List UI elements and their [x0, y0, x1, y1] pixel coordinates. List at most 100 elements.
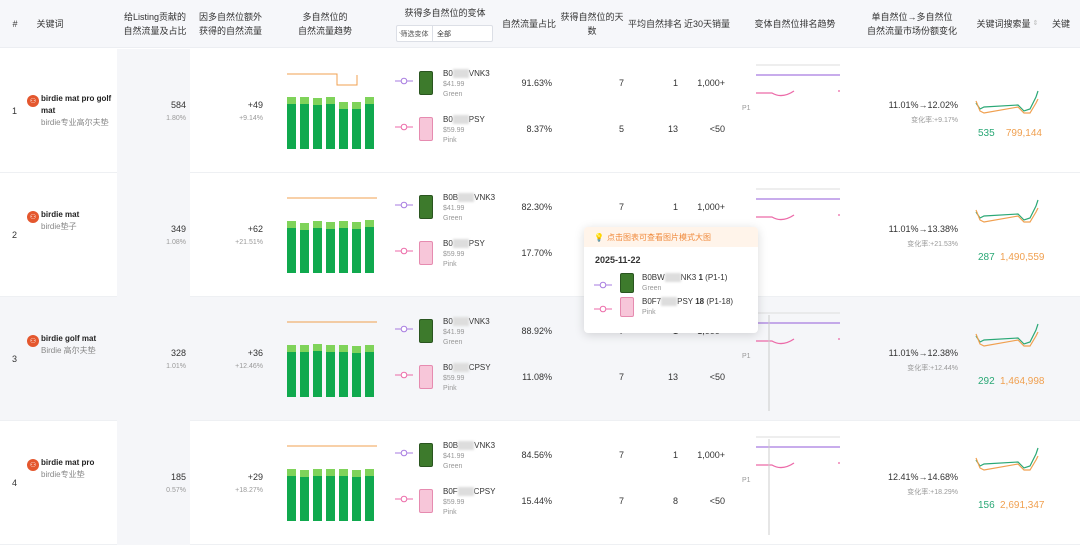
tooltip-date: 2025-11-22	[595, 255, 641, 265]
variant-filter-select[interactable]: 筛选变体 全部 ⌄	[396, 25, 493, 42]
variant-price: $59.99	[443, 127, 465, 134]
market-change-rate: 变化率:+21.53%	[907, 241, 958, 248]
variant-days: 7	[618, 78, 624, 88]
series-legend-icon	[395, 123, 413, 131]
keyword-text[interactable]: birdie mat pro golf mat	[41, 94, 112, 115]
variant-share: 84.56%	[521, 450, 552, 460]
volume-line	[975, 331, 1039, 347]
variant-asin[interactable]: B0 PSY	[443, 239, 485, 249]
variant-rank-chart[interactable]	[742, 179, 854, 289]
variant-thumbnail[interactable]	[419, 71, 433, 95]
variant-asin[interactable]: B0 CPSY	[443, 363, 491, 373]
search-volume-line	[975, 90, 1039, 112]
traffic-trend-chart[interactable]	[287, 195, 379, 273]
redacted-mask	[452, 69, 469, 79]
search-volume-sparkline[interactable]	[972, 198, 1042, 236]
keyword-text[interactable]: birdie mat pro	[41, 458, 95, 467]
variant-item[interactable]: B0 PSY $59.99 Pink	[395, 239, 505, 279]
variant-price: $41.99	[443, 453, 465, 460]
variant-share: 8.37%	[526, 124, 552, 134]
variant-thumbnail[interactable]	[419, 195, 433, 219]
asin-suffix: PSY	[677, 297, 693, 306]
extra-traffic: +49	[247, 100, 263, 110]
variant-days: 5	[618, 124, 624, 134]
keyword-cell[interactable]: birdie mat birdie垫子	[41, 209, 116, 232]
variant-days: 7	[618, 496, 624, 506]
cell-bg	[117, 297, 190, 421]
header-index: #	[12, 19, 18, 29]
variant-item[interactable]: B0 VNK3 $41.99 Green	[395, 69, 505, 109]
header-search-volume[interactable]: 关键词搜索量 ⇕	[975, 0, 1040, 48]
listing-traffic: 185	[170, 472, 186, 482]
variant-thumbnail[interactable]	[419, 319, 433, 343]
variant-rank-chart[interactable]	[742, 303, 854, 413]
variant-asin[interactable]: B0B VNK3	[443, 441, 496, 451]
trend-bar	[339, 476, 348, 521]
tooltip-hint-text: 点击图表可查看图片模式大图	[606, 232, 711, 242]
header-extra-traffic[interactable]: 因多自然位额外 获得的自然流量	[193, 0, 268, 48]
variant-item[interactable]: B0 PSY $59.99 Pink	[395, 115, 505, 155]
variant-asin[interactable]: B0 PSY	[443, 115, 485, 125]
variant-thumbnail[interactable]	[419, 241, 433, 265]
trend-bar	[326, 352, 335, 397]
variant-price: $41.99	[443, 81, 465, 88]
variant-asin[interactable]: B0 VNK3	[443, 317, 490, 327]
keyword-cell[interactable]: birdie mat pro golf mat birdie专业高尔夫垫	[41, 93, 116, 128]
variant-rank-chart[interactable]	[742, 427, 854, 537]
variant-item[interactable]: B0B VNK3 $41.99 Green	[395, 193, 505, 233]
asin-suffix: VNK3	[474, 441, 496, 450]
trend-bar-extra	[326, 469, 335, 476]
variant-color: Pink	[443, 137, 457, 144]
search-volume-sparkline[interactable]	[972, 446, 1042, 484]
variant-sales: <50	[709, 124, 725, 134]
table-row[interactable]: 2 ⚇ birdie mat birdie垫子 349 1.08% +62 +21…	[0, 173, 1080, 297]
trend-bar-extra	[365, 220, 374, 227]
variant-asin[interactable]: B0B VNK3	[443, 193, 495, 203]
variant-rank-line-pink	[756, 462, 840, 469]
header-market[interactable]: 单自然位→多自然位 自然流量市场份额变化	[862, 0, 962, 48]
variant-asin[interactable]: B0F CPSY	[443, 487, 495, 497]
table-row[interactable]: 1 ⚇ birdie mat pro golf mat birdie专业高尔夫垫 …	[0, 49, 1080, 173]
search-volume-line	[975, 199, 1039, 221]
series-legend-icon	[395, 449, 413, 457]
search-volume-sparkline[interactable]	[972, 89, 1042, 127]
amazon-logo-icon: ⚇	[27, 459, 39, 471]
variant-share: 88.92%	[521, 326, 552, 336]
tooltip-color: Green	[642, 285, 662, 292]
variant-item[interactable]: B0B VNK3 $41.99 Green	[395, 441, 505, 481]
search-volume-left: 156	[978, 500, 995, 511]
table-row[interactable]: 3 ⚇ birdie golf mat Birdie 高尔夫垫 328 1.01%…	[0, 297, 1080, 421]
variant-thumbnail[interactable]	[419, 443, 433, 467]
variant-thumbnail[interactable]	[419, 365, 433, 389]
tooltip-hint: 💡 点击图表可查看图片模式大图	[584, 227, 758, 247]
keyword-text[interactable]: birdie golf mat	[41, 334, 97, 343]
trend-bar-extra	[339, 345, 348, 352]
trend-bar	[300, 230, 309, 273]
variant-item[interactable]: B0 CPSY $59.99 Pink	[395, 363, 505, 403]
table-row[interactable]: 4 ⚇ birdie mat pro birdie专业垫 185 0.57% +2…	[0, 421, 1080, 545]
traffic-trend-chart[interactable]	[287, 71, 379, 149]
keyword-cell[interactable]: birdie golf mat Birdie 高尔夫垫	[41, 333, 116, 356]
variant-thumbnail[interactable]	[419, 117, 433, 141]
row-index: 3	[12, 354, 18, 364]
series-legend-icon	[395, 371, 413, 379]
header-days: 获得自然位的天数	[560, 12, 624, 36]
traffic-trend-chart[interactable]	[287, 319, 379, 397]
tooltip-item: B0BW NK3 1 (P1-1) Green	[594, 273, 754, 295]
amazon-logo-icon: ⚇	[27, 95, 39, 107]
header-listing-traffic[interactable]: 给Listing贡献的 自然流量及占比	[115, 0, 195, 48]
variant-asin[interactable]: B0 VNK3	[443, 69, 490, 79]
keyword-text[interactable]: birdie mat	[41, 210, 80, 219]
volume-line	[975, 455, 1039, 471]
traffic-trend-chart[interactable]	[287, 443, 379, 521]
header-keyword: 关键词	[36, 19, 64, 29]
variant-item[interactable]: B0F CPSY $59.99 Pink	[395, 487, 505, 527]
volume-line	[975, 98, 1039, 114]
variant-item[interactable]: B0 VNK3 $41.99 Green	[395, 317, 505, 357]
trend-bar	[326, 476, 335, 521]
variant-rank-chart[interactable]	[742, 55, 854, 165]
search-volume-sparkline[interactable]	[972, 322, 1042, 360]
variant-thumbnail[interactable]	[419, 489, 433, 513]
trend-bar	[326, 104, 335, 149]
keyword-cell[interactable]: birdie mat pro birdie专业垫	[41, 457, 116, 480]
